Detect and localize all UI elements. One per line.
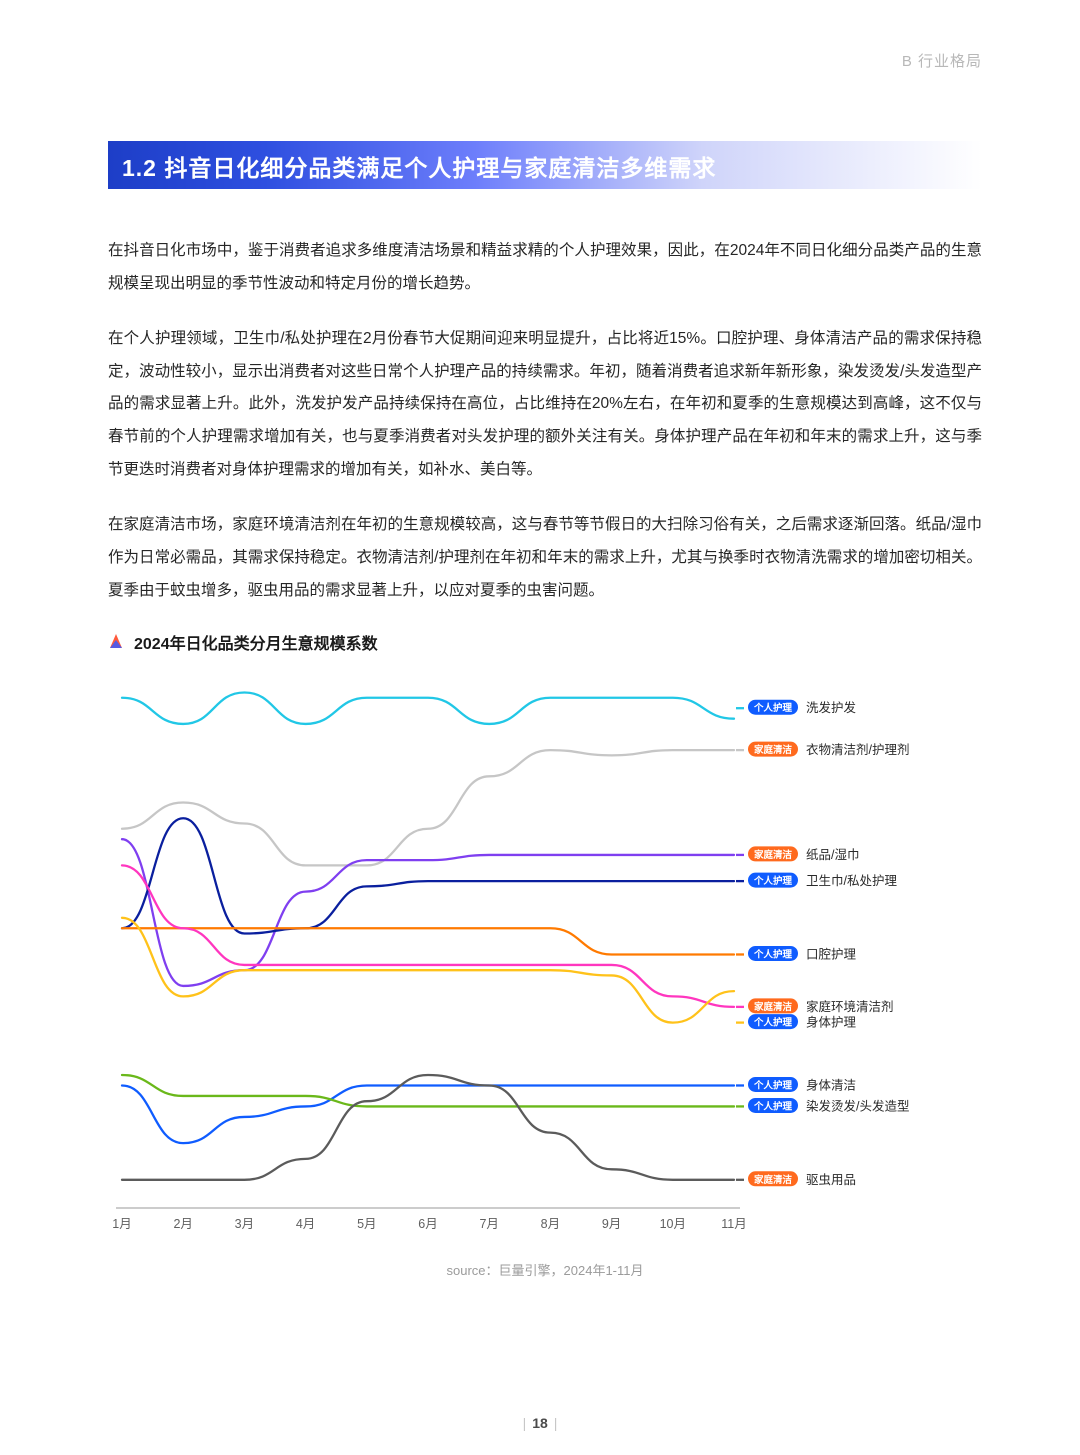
series-pest [122,1075,734,1180]
svg-text:11月: 11月 [721,1217,746,1231]
legend-label-dye: 染发烫发/头发造型 [806,1098,909,1113]
chart-title: 2024年日化品类分月生意规模系数 [134,630,378,654]
svg-text:家庭清洁: 家庭清洁 [754,1000,793,1012]
legend-label-bodywash: 身体清洁 [806,1077,856,1092]
section-title: 1.2 抖音日化细分品类满足个人护理与家庭清洁多维需求 [108,141,728,183]
page-number: |18| [0,1415,1080,1431]
svg-text:个人护理: 个人护理 [753,948,793,960]
legend-label-laundry: 衣物清洁剂/护理剂 [806,742,909,757]
svg-text:7月: 7月 [479,1217,498,1231]
bump-chart: 1月 2月 3月 4月 5月 6月 7月 8月 9月 10月 11月 个人护理 洗发护发家庭清洁 衣物清洁… [108,676,982,1256]
legend-label-bodycare: 身体护理 [806,1014,857,1029]
legend-label-tissue: 纸品/湿巾 [806,847,859,862]
legend-label-sanitary: 卫生巾/私处护理 [806,874,897,888]
series-bodycare [122,917,734,1022]
series-laundry [122,750,734,865]
svg-text:个人护理: 个人护理 [753,1016,793,1028]
series-dye [122,1075,734,1106]
chart-title-icon [108,634,124,650]
svg-text:个人护理: 个人护理 [753,875,793,887]
chart-source: source：巨量引擎，2024年1-11月 [108,1260,982,1279]
svg-text:6月: 6月 [418,1217,437,1231]
svg-text:个人护理: 个人护理 [753,1079,793,1091]
svg-text:10月: 10月 [660,1217,686,1231]
svg-text:个人护理: 个人护理 [753,702,793,714]
svg-text:4月: 4月 [296,1217,315,1231]
series-hairwash [122,692,734,723]
svg-text:3月: 3月 [235,1217,254,1231]
paragraph-2: 在个人护理领域，卫生巾/私处护理在2月份春节大促期间迎来明显提升，占比将近15%… [108,323,982,487]
svg-text:家庭清洁: 家庭清洁 [754,849,793,861]
svg-text:2月: 2月 [173,1217,192,1231]
legend-label-hairwash: 洗发护发 [806,700,857,715]
legend-label-homeenv: 家庭环境清洁剂 [806,998,894,1013]
section-title-bar: 1.2 抖音日化细分品类满足个人护理与家庭清洁多维需求 [108,141,982,189]
legend-label-pest: 驱虫用品 [806,1172,856,1186]
svg-text:5月: 5月 [357,1217,376,1231]
series-homeenv [122,865,734,1006]
paragraph-3: 在家庭清洁市场，家庭环境清洁剂在年初的生意规模较高，这与春节等节假日的大扫除习俗… [108,509,982,608]
svg-text:1月: 1月 [112,1217,131,1231]
header-breadcrumb: B 行业格局 [108,50,982,71]
svg-text:8月: 8月 [541,1217,560,1231]
svg-text:家庭清洁: 家庭清洁 [754,1173,793,1185]
legend-label-oral: 口腔护理 [806,946,857,961]
paragraph-1: 在抖音日化市场中，鉴于消费者追求多维度清洁场景和精益求精的个人护理效果，因此，在… [108,235,982,301]
svg-text:9月: 9月 [602,1217,621,1231]
series-sanitary [122,818,734,933]
svg-text:个人护理: 个人护理 [753,1100,793,1112]
svg-text:家庭清洁: 家庭清洁 [754,744,793,756]
series-bodywash [122,1085,734,1143]
series-oral [122,928,734,954]
